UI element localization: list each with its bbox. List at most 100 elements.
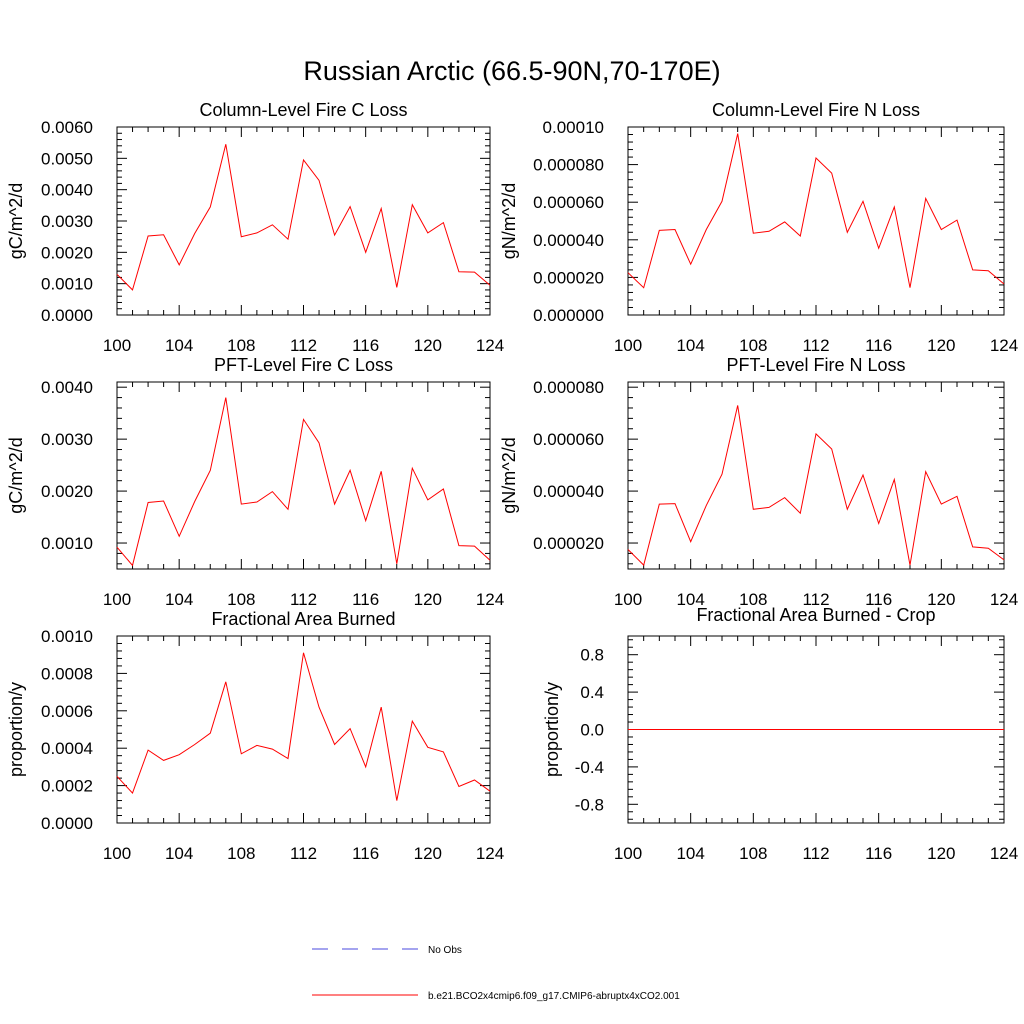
y-tick-label: 0.0004 [41,739,93,758]
y-tick-label: 0.0060 [41,118,93,137]
series-line [116,144,491,291]
x-tick-label: 100 [614,844,642,863]
figure-title: Russian Arctic (66.5-90N,70-170E) [303,56,720,86]
y-tick-label: 0.0010 [41,627,93,646]
x-tick-label: 108 [739,336,767,355]
panels-group: Column-Level Fire C Loss gC/m^2/d 100 104 10… [6,100,1018,863]
x-tick-label: 116 [865,336,892,355]
x-tick-label: 120 [927,336,955,355]
legend-label-model: b.e21.BCO2x4cmip6.f09_g17.CMIP6-abruptx4… [428,991,680,1002]
y-tick-label: 0.0020 [41,482,93,501]
y-tick-label: 0.000060 [533,430,604,449]
x-tick-label: 108 [739,844,767,863]
y-tick-label: 0.0040 [41,181,93,200]
y-tick-label: 0.0010 [41,534,93,553]
chart-panel-6: Fractional Area Burned - Crop proportion/… [542,605,1018,863]
y-tick-label: 0.8 [580,646,604,665]
y-tick-label: 0.000080 [533,156,604,175]
plot-frame [116,635,491,824]
plot-frame [116,126,491,316]
x-tick-label: 104 [165,336,193,355]
x-tick-label: 112 [802,590,829,609]
x-tick-label: 116 [352,844,379,863]
x-tick-label: 120 [927,590,955,609]
y-tick-label: 0.000080 [533,378,604,397]
y-tick-label: 0.0002 [41,777,93,796]
y-tick-label: 0.0010 [41,275,93,294]
y-tick-label: 0.0030 [41,212,93,231]
chart-panel-4: PFT-Level Fire N Loss gN/m^2/d 100 104 108 11… [499,355,1018,609]
x-tick-label: 108 [227,844,255,863]
y-axis-label: gN/m^2/d [499,437,519,513]
x-tick-label: 100 [103,336,131,355]
x-tick-label: 116 [352,590,379,609]
x-tick-label: 112 [802,844,829,863]
x-tick-label: 112 [802,336,829,355]
x-tick-label: 104 [676,844,704,863]
chart-panel-2: Column-Level Fire N Loss gN/m^2/d 100 104 10… [499,100,1018,355]
x-tick-label: 100 [103,590,131,609]
x-tick-label: 104 [165,844,193,863]
x-tick-label: 116 [865,590,892,609]
y-tick-label: 0.0050 [41,149,93,168]
y-tick-label: 0.0000 [41,306,93,325]
x-tick-label: 124 [476,336,504,355]
x-tick-label: 112 [290,844,317,863]
x-tick-label: 104 [676,336,704,355]
y-tick-label: 0.0020 [41,243,93,262]
series-line [627,405,1005,567]
x-tick-label: 124 [990,844,1018,863]
y-tick-label: -0.4 [575,758,604,777]
x-tick-label: 116 [352,336,379,355]
plot-frame [627,381,1005,570]
y-tick-label: -0.8 [575,795,604,814]
x-tick-label: 124 [476,844,504,863]
panel-title: PFT-Level Fire C Loss [214,355,393,375]
y-tick-label: 0.0 [580,721,604,740]
panel-title: PFT-Level Fire N Loss [726,355,905,375]
x-tick-label: 108 [227,590,255,609]
x-tick-label: 100 [614,590,642,609]
y-axis-label: proportion/y [6,682,26,777]
x-tick-label: 124 [990,336,1018,355]
x-tick-label: 124 [476,590,504,609]
y-axis-label: proportion/y [542,682,562,777]
panel-title: Fractional Area Burned [211,609,395,629]
x-tick-label: 112 [290,590,317,609]
series-line [116,652,491,801]
y-tick-label: 0.0008 [41,664,93,683]
x-tick-label: 120 [414,844,442,863]
x-tick-label: 124 [990,590,1018,609]
y-axis-label: gC/m^2/d [6,437,26,513]
y-tick-label: 0.0000 [41,814,93,833]
y-tick-label: 0.000040 [533,482,604,501]
plot-frame [627,126,1005,316]
x-tick-label: 120 [414,590,442,609]
y-axis-label: gC/m^2/d [6,183,26,259]
y-tick-label: 0.000020 [533,534,604,553]
y-tick-label: 0.0030 [41,430,93,449]
x-tick-label: 100 [614,336,642,355]
y-tick-label: 0.0006 [41,702,93,721]
y-axis-label: gN/m^2/d [499,183,519,259]
chart-panel-1: Column-Level Fire C Loss gC/m^2/d 100 104 10… [6,100,504,355]
legend-label-no-obs: No Obs [428,945,462,956]
y-tick-label: 0.000060 [533,193,604,212]
x-tick-label: 100 [103,844,131,863]
x-tick-label: 116 [865,844,892,863]
x-tick-label: 120 [927,844,955,863]
y-tick-label: 0.00010 [543,118,604,137]
x-tick-label: 104 [165,590,193,609]
y-tick-label: 0.000040 [533,231,604,250]
y-tick-label: 0.000000 [533,306,604,325]
y-tick-label: 0.4 [580,683,604,702]
x-tick-label: 112 [290,336,317,355]
chart-panel-5: Fractional Area Burned proportion/y 100 104… [6,609,504,863]
series-line [627,133,1005,289]
panel-title: Column-Level Fire C Loss [199,100,407,120]
x-tick-label: 108 [227,336,255,355]
x-tick-label: 104 [676,590,704,609]
panel-title: Column-Level Fire N Loss [712,100,920,120]
x-tick-label: 120 [414,336,442,355]
